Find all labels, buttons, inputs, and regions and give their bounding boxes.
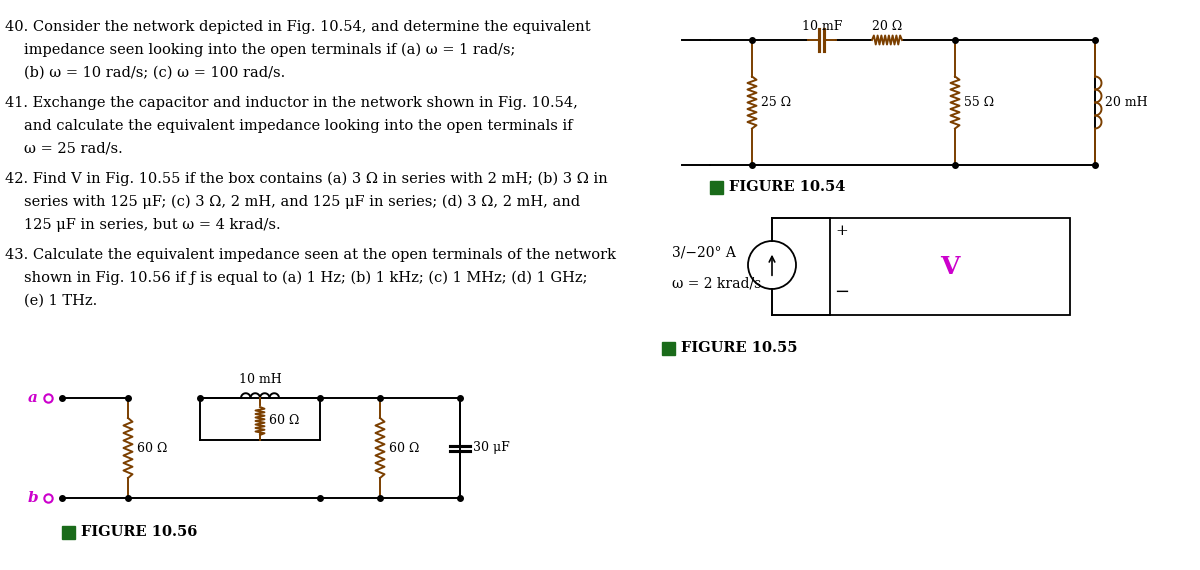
Text: FIGURE 10.55: FIGURE 10.55	[682, 341, 798, 355]
Text: shown in Fig. 10.56 if ƒ is equal to (a) 1 Hz; (b) 1 kHz; (c) 1 MHz; (d) 1 GHz;: shown in Fig. 10.56 if ƒ is equal to (a)…	[24, 271, 588, 286]
Bar	[62, 526, 74, 539]
Bar	[710, 181, 722, 194]
Text: 60 Ω: 60 Ω	[389, 442, 419, 454]
Text: 30 μF: 30 μF	[473, 442, 510, 454]
Text: 10 mH: 10 mH	[239, 373, 281, 386]
Text: ω = 25 rad/s.: ω = 25 rad/s.	[24, 142, 122, 156]
Text: impedance seen looking into the open terminals if (a) ω = 1 rad/s;: impedance seen looking into the open ter…	[24, 43, 515, 58]
Text: V: V	[941, 254, 960, 279]
Text: 25 Ω: 25 Ω	[761, 96, 791, 109]
Text: 125 μF in series, but ω = 4 krad/s.: 125 μF in series, but ω = 4 krad/s.	[24, 218, 281, 232]
Text: 40. Consider the network depicted in Fig. 10.54, and determine the equivalent: 40. Consider the network depicted in Fig…	[5, 20, 590, 34]
Text: b: b	[28, 491, 38, 505]
Bar	[662, 342, 674, 355]
Text: ω = 2 krad/s: ω = 2 krad/s	[672, 276, 761, 290]
Text: (e) 1 THz.: (e) 1 THz.	[24, 294, 97, 308]
Text: (b) ω = 10 rad/s; (c) ω = 100 rad/s.: (b) ω = 10 rad/s; (c) ω = 100 rad/s.	[24, 66, 286, 80]
Text: 20 mH: 20 mH	[1105, 96, 1147, 109]
Text: FIGURE 10.54: FIGURE 10.54	[730, 180, 845, 194]
Text: +: +	[835, 224, 848, 238]
Text: −: −	[834, 283, 850, 301]
Text: 43. Calculate the equivalent impedance seen at the open terminals of the network: 43. Calculate the equivalent impedance s…	[5, 248, 616, 262]
Text: 20 Ω: 20 Ω	[872, 20, 902, 33]
Text: series with 125 μF; (c) 3 Ω, 2 mH, and 125 μF in series; (d) 3 Ω, 2 mH, and: series with 125 μF; (c) 3 Ω, 2 mH, and 1…	[24, 195, 580, 209]
Text: 3/−20° A: 3/−20° A	[672, 246, 736, 260]
Text: FIGURE 10.56: FIGURE 10.56	[82, 525, 197, 539]
Bar	[830, 218, 1070, 315]
Text: 41. Exchange the capacitor and inductor in the network shown in Fig. 10.54,: 41. Exchange the capacitor and inductor …	[5, 96, 578, 110]
Text: 55 Ω: 55 Ω	[964, 96, 994, 109]
Text: 60 Ω: 60 Ω	[269, 414, 299, 428]
Text: 10 mF: 10 mF	[802, 20, 842, 33]
Text: and calculate the equivalent impedance looking into the open terminals if: and calculate the equivalent impedance l…	[24, 119, 572, 133]
Text: 42. Find V in Fig. 10.55 if the box contains (a) 3 Ω in series with 2 mH; (b) 3 : 42. Find V in Fig. 10.55 if the box cont…	[5, 172, 607, 186]
Text: a: a	[28, 391, 38, 405]
Text: 60 Ω: 60 Ω	[137, 442, 167, 454]
